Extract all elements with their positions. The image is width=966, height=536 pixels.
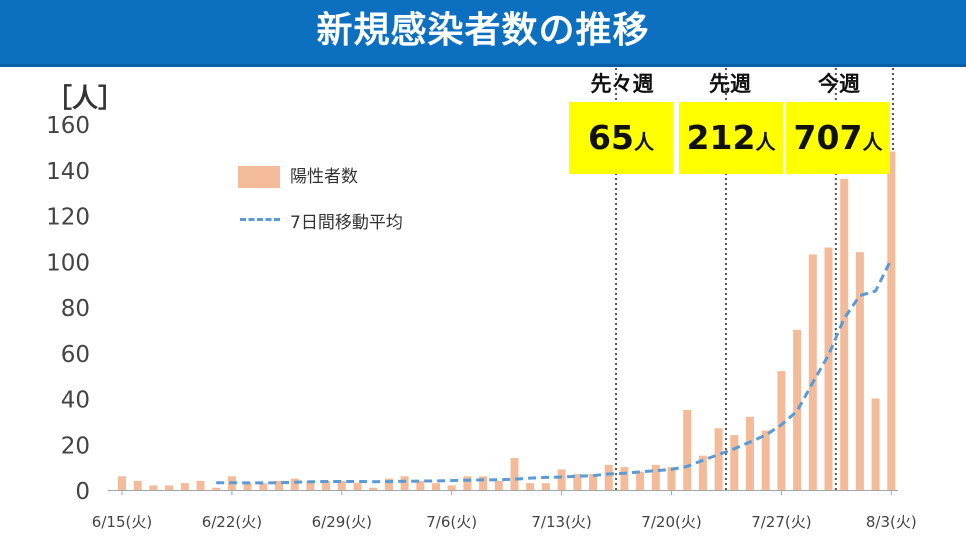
legend-line-swatch <box>240 218 280 221</box>
week-total-last-week: 212人 <box>679 102 783 174</box>
bar-positive-cases <box>589 473 597 490</box>
bar-positive-cases <box>353 483 362 490</box>
bar-positive-cases <box>808 254 817 490</box>
bar-positive-cases <box>573 473 582 490</box>
y-tick-label: 80 <box>61 296 90 322</box>
week-header-last-week: 先週 <box>709 72 751 96</box>
week-header-this-week: 今週 <box>818 72 860 96</box>
bar-positive-cases <box>746 416 754 490</box>
y-tick-label: 100 <box>46 250 90 276</box>
y-tick-label: 60 <box>61 342 90 368</box>
bar-positive-cases <box>840 178 849 490</box>
bar-positive-cases <box>463 476 472 490</box>
bar-positive-cases <box>432 483 440 490</box>
bar-positive-cases <box>604 464 613 490</box>
bar-positive-cases <box>369 487 378 490</box>
bar-positive-cases <box>557 469 566 490</box>
moving-average-line <box>216 258 893 485</box>
title-bar <box>0 0 966 64</box>
y-tick-label: 120 <box>46 205 90 231</box>
legend-bar-label: 陽性者数 <box>290 167 358 187</box>
x-tick-label: 7/20(火) <box>641 513 701 531</box>
bar-positive-cases <box>871 398 880 490</box>
y-tick-label: 140 <box>46 159 90 185</box>
legend-line-label: 7日間移動平均 <box>290 213 403 233</box>
bar-positive-cases <box>479 476 488 490</box>
week-total-unit: 人 <box>633 130 654 154</box>
legend-bar-swatch <box>238 166 280 188</box>
y-tick-label: 0 <box>75 479 90 505</box>
week-total-value: 212 <box>686 118 756 157</box>
bar-positive-cases <box>306 480 315 490</box>
bar-positive-cases <box>730 435 739 490</box>
bar-positive-cases <box>793 329 802 490</box>
y-tick-label: 40 <box>61 388 90 414</box>
bar-positive-cases <box>275 480 283 490</box>
x-tick-label: 7/27(火) <box>751 513 811 531</box>
week-total-value: 65 <box>588 118 634 157</box>
bar-positive-cases <box>259 483 268 490</box>
bar-positive-cases <box>337 480 346 490</box>
bar-positive-cases <box>400 476 409 490</box>
bar-positive-cases <box>447 485 456 490</box>
bar-positive-cases <box>510 457 519 490</box>
bar-positive-cases <box>541 483 550 490</box>
title-underline <box>0 64 966 67</box>
bar-positive-cases <box>714 428 723 490</box>
bar-positive-cases <box>133 480 142 490</box>
y-unit-label: ［人］ <box>46 84 125 114</box>
bar-positive-cases <box>243 483 252 490</box>
bar-positive-cases <box>683 409 692 490</box>
bar-positive-cases <box>777 371 786 490</box>
x-tick-label: 6/29(火) <box>312 513 372 531</box>
bar-positive-cases <box>196 480 205 490</box>
x-tick-label: 8/3(火) <box>866 513 917 531</box>
y-tick-label: 160 <box>46 113 90 139</box>
week-header-two-weeks-ago: 先々週 <box>590 72 654 96</box>
week-total-two-weeks-ago: 65人 <box>569 102 673 174</box>
bar-positive-cases <box>620 467 629 490</box>
bar-positive-cases <box>761 430 770 490</box>
x-tick-label: 6/22(火) <box>202 513 262 531</box>
bar-positive-cases <box>494 480 503 490</box>
x-tick-label: 7/13(火) <box>531 513 591 531</box>
bar-positive-cases <box>180 483 189 490</box>
bar-positive-cases <box>824 247 833 490</box>
bar-positive-cases <box>526 483 535 490</box>
bar-positive-cases <box>322 480 331 490</box>
bar-positive-cases <box>887 151 896 490</box>
bar-positive-cases <box>165 485 174 490</box>
bar-positive-cases <box>384 478 393 490</box>
week-total-this-week: 707人 <box>786 102 890 174</box>
y-tick-label: 20 <box>61 433 90 459</box>
week-total-value: 707 <box>793 118 863 157</box>
bar-positive-cases <box>636 471 645 490</box>
x-tick-label: 6/15(火) <box>92 513 152 531</box>
bar-positive-cases <box>651 464 660 490</box>
bar-positive-cases <box>149 485 158 490</box>
bar-positive-cases <box>855 252 864 490</box>
bar-positive-cases <box>118 476 126 490</box>
bar-positive-cases <box>667 467 676 490</box>
week-total-unit: 人 <box>755 130 776 154</box>
bar-positive-cases <box>290 478 299 490</box>
bar-positive-cases <box>416 480 425 490</box>
x-tick-label: 7/6(火) <box>426 513 477 531</box>
week-total-unit: 人 <box>862 130 883 154</box>
bar-positive-cases <box>698 455 707 490</box>
bar-positive-cases <box>212 487 221 490</box>
chart-title: 新規感染者数の推移 <box>316 10 650 51</box>
